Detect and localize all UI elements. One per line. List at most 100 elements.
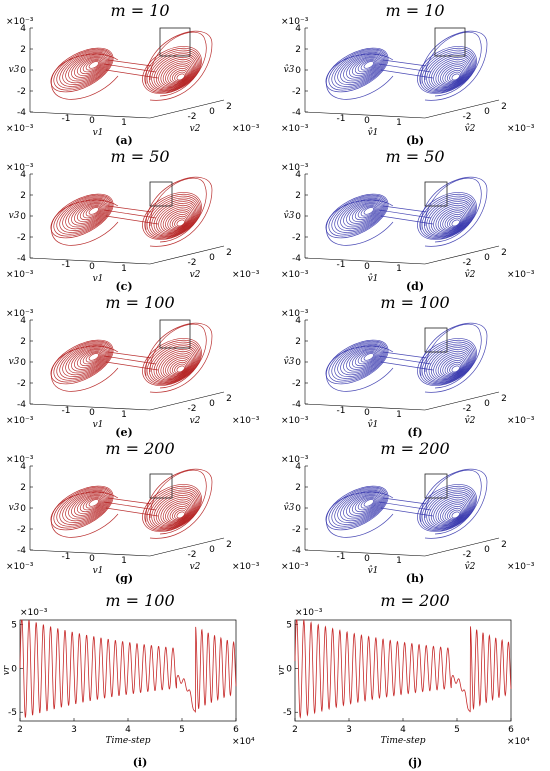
y-tick-label: -2 <box>463 258 472 268</box>
x-tick-label: -1 <box>62 260 71 270</box>
right-lobe-loop <box>451 511 460 519</box>
right-lobe-loop <box>171 361 188 375</box>
z-tick-label: -2 <box>292 379 301 389</box>
z-axis-label: v̂3 <box>284 64 295 75</box>
z-tick-label: -2 <box>17 525 26 535</box>
y-axis-line <box>424 391 500 411</box>
zoom-box <box>159 319 191 349</box>
x-tick-label: 1 <box>396 264 402 274</box>
z-exponent-label: ×10⁻³ <box>281 17 309 27</box>
left-lobe-loop <box>79 350 103 367</box>
z-axis-label: v3 <box>9 357 20 367</box>
right-lobe-loop <box>158 58 194 88</box>
y-exponent-label: ×10⁻³ <box>507 562 535 572</box>
left-lobe-outer <box>326 491 394 538</box>
right-lobe-outer <box>149 177 207 243</box>
right-lobe-loop <box>430 349 471 381</box>
z-tick-label: 0 <box>20 358 26 368</box>
right-lobe-loop <box>142 484 202 532</box>
left-lobe-loop <box>68 491 107 520</box>
left-lobe-loop <box>325 47 389 93</box>
z-tick-label: 2 <box>20 191 26 201</box>
left-lobe-loop <box>74 202 105 224</box>
right-lobe-loop <box>174 509 187 520</box>
z-tick-label: -4 <box>292 400 301 410</box>
bridge-line <box>105 507 159 517</box>
bridge-line <box>378 355 432 365</box>
left-lobe-loop <box>62 489 109 524</box>
left-lobe-outer <box>51 345 119 392</box>
left-lobe-loop <box>56 341 112 381</box>
bridge-line <box>105 215 159 225</box>
z-tick-label: -4 <box>17 400 26 410</box>
y-tick-label: 5 <box>11 620 17 630</box>
right-lobe-loop <box>424 343 474 384</box>
bridge-line <box>103 209 157 219</box>
right-lobe-loop <box>151 199 198 237</box>
bridge-line <box>382 205 428 213</box>
panel-label: (d) <box>406 280 424 292</box>
right-lobe-outer <box>420 322 488 393</box>
right-lobe-loop <box>444 68 464 84</box>
attractor-trajectory <box>325 468 488 539</box>
x-tick-label: 3 <box>71 725 77 735</box>
right-lobe-loop <box>165 210 191 231</box>
left-lobe-outer <box>326 53 394 100</box>
left-lobe-loop <box>74 494 105 516</box>
x-tick-label: 5 <box>179 725 185 735</box>
left-lobe-loop <box>85 60 101 71</box>
left-lobe-loop <box>85 498 101 509</box>
right-lobe-loop <box>162 62 192 86</box>
y-tick-label: -2 <box>463 550 472 560</box>
right-lobe-loop <box>142 46 202 94</box>
z-tick-label: 4 <box>20 24 26 34</box>
right-lobe-loop <box>176 365 185 373</box>
right-lobe-loop <box>144 47 201 94</box>
right-lobe-outer <box>149 469 207 535</box>
right-lobe-loop <box>144 193 201 240</box>
z-tick-label: 0 <box>20 504 26 514</box>
left-lobe-loop <box>346 200 381 226</box>
left-lobe-loop <box>62 343 109 378</box>
right-lobe-loop <box>437 208 467 232</box>
right-lobe-loop <box>421 487 475 531</box>
left-lobe-loop <box>71 346 106 372</box>
right-lobe-loop <box>155 495 196 527</box>
x-axis-label: v̂1 <box>368 273 379 284</box>
right-lobe-loop <box>449 363 462 374</box>
x-tick-label: 1 <box>396 556 402 566</box>
y-axis-label: vr <box>2 665 12 675</box>
y-axis-label: v̂2 <box>465 561 476 572</box>
phase-portrait-e: m = 100 ×10⁻³ -4 -2 0 2 4 v3 -1 0 1 ×10⁻³ v1 -2 0 2 ×10⁻… <box>6 293 260 438</box>
y-tick-label: 2 <box>226 394 232 404</box>
right-lobe-loop <box>442 66 465 84</box>
right-lobe-loop <box>153 347 197 382</box>
z-tick-label: 4 <box>295 24 301 34</box>
bridge-line <box>382 497 428 505</box>
left-lobe-outer <box>51 53 119 100</box>
y-tick-label: 0 <box>209 545 215 555</box>
left-lobe-loop <box>363 61 374 69</box>
y-tick-label: 2 <box>501 540 507 550</box>
left-lobe-loop <box>71 54 106 80</box>
phase-portrait-f: m = 100 ×10⁻³ -4 -2 0 2 4 v̂3 -1 0 1 ×10⁻³ v̂1 -2 0 2 ×1… <box>281 293 535 438</box>
left-lobe-loop <box>357 351 377 365</box>
z-tick-label: 2 <box>20 45 26 55</box>
left-lobe-loop <box>346 492 381 518</box>
right-lobe-loop <box>417 484 477 532</box>
x-exponent-label: ×10⁻³ <box>6 270 34 280</box>
right-lobe-loop <box>446 69 463 83</box>
left-lobe-loop <box>343 199 382 228</box>
right-lobe-loop <box>149 343 199 384</box>
z-tick-label: 4 <box>20 462 26 472</box>
right-lobe-loop <box>433 350 469 380</box>
x-axis-line <box>304 403 426 411</box>
x-tick-label: 4 <box>125 725 131 735</box>
zoom-box <box>149 181 173 207</box>
left-lobe-loop <box>68 199 107 228</box>
right-lobe-loop <box>424 51 474 92</box>
y-tick-label: -5 <box>8 708 17 718</box>
y-exponent-label: ×10⁻³ <box>507 124 535 134</box>
x-tick-label: 6 <box>233 725 239 735</box>
